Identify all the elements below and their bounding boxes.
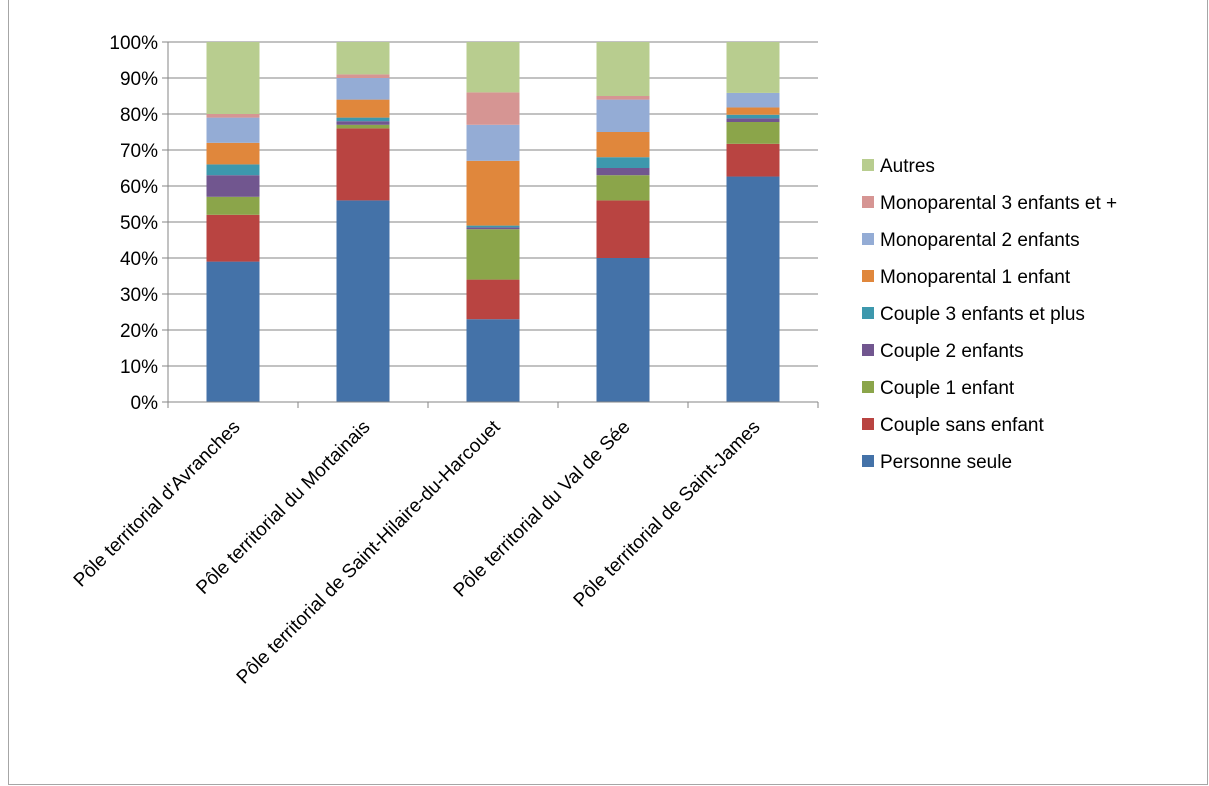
legend-swatch — [862, 344, 874, 356]
y-tick-label: 40% — [120, 249, 158, 270]
legend-item: Monoparental 2 enfants — [862, 230, 1080, 251]
legend-label: Couple 3 enfants et plus — [880, 304, 1085, 325]
bar-segment — [596, 157, 650, 168]
bar-segment — [466, 124, 520, 161]
y-axis-tick-labels: 0% 10% 20% 30% 40% 50% 60% 70% 80% 90% 100% — [109, 33, 158, 414]
bar-segment — [726, 118, 780, 122]
bar-segment — [466, 227, 520, 230]
bar-segment — [466, 160, 520, 226]
legend-swatch — [862, 455, 874, 467]
legend-label: Couple 1 enfant — [880, 378, 1015, 399]
legend-label: Couple 2 enfants — [880, 341, 1024, 362]
legend-swatch — [862, 159, 874, 171]
legend-label: Monoparental 3 enfants et + — [880, 193, 1117, 214]
legend-item: Monoparental 3 enfants et + — [862, 193, 1117, 214]
bar-segment — [726, 114, 780, 119]
y-tick-label: 80% — [120, 105, 158, 126]
legend-swatch — [862, 307, 874, 319]
bar-segment — [596, 96, 650, 100]
legend-swatch — [862, 233, 874, 245]
bar-segment — [466, 225, 520, 228]
legend-label: Monoparental 1 enfant — [880, 267, 1071, 288]
y-tick-label: 30% — [120, 285, 158, 306]
bar-segment — [466, 229, 520, 280]
y-tick-label: 70% — [120, 141, 158, 162]
bar-segment — [206, 142, 260, 165]
bar-segment — [336, 99, 390, 118]
legend-item: Couple 3 enfants et plus — [862, 304, 1085, 325]
bar-segment — [206, 42, 260, 114]
bar-segment — [596, 175, 650, 201]
bar-segment — [336, 124, 390, 129]
legend: Autres Monoparental 3 enfants et + Monopar… — [862, 156, 1117, 473]
bar-segment — [596, 168, 650, 176]
bar-segment — [726, 143, 780, 177]
bar-segment — [206, 196, 260, 215]
bar-segment — [466, 92, 520, 125]
bar-segment — [336, 117, 390, 122]
bars — [206, 42, 780, 402]
bar-segment — [726, 42, 780, 93]
legend-label: Personne seule — [880, 452, 1012, 473]
y-tick-label: 90% — [120, 69, 158, 90]
bar-segment — [466, 319, 520, 402]
legend-item: Couple 2 enfants — [862, 341, 1024, 362]
bar-segment — [596, 258, 650, 402]
y-tick-label: 0% — [131, 393, 159, 414]
bar-segment — [466, 42, 520, 93]
legend-label: Autres — [880, 156, 935, 177]
y-tick-label: 100% — [109, 33, 158, 54]
legend-label: Couple sans enfant — [880, 415, 1044, 436]
legend-item: Personne seule — [862, 452, 1012, 473]
bar-segment — [336, 74, 390, 78]
bar-segment — [206, 117, 260, 143]
bar-segment — [466, 279, 520, 320]
legend-label: Monoparental 2 enfants — [880, 230, 1080, 251]
bar-segment — [336, 42, 390, 75]
bar-segment — [726, 92, 780, 108]
y-tick-label: 20% — [120, 321, 158, 342]
bar-segment — [726, 107, 780, 115]
bar-segment — [336, 121, 390, 125]
bar-segment — [336, 200, 390, 402]
y-tick-label: 10% — [120, 357, 158, 378]
legend-item: Monoparental 1 enfant — [862, 267, 1071, 288]
legend-item: Couple sans enfant — [862, 415, 1044, 436]
bar-segment — [596, 200, 650, 258]
x-axis — [167, 42, 819, 408]
legend-swatch — [862, 418, 874, 430]
legend-item: Couple 1 enfant — [862, 378, 1015, 399]
bar-segment — [596, 132, 650, 158]
bar-segment — [206, 261, 260, 402]
bar-segment — [596, 99, 650, 132]
legend-swatch — [862, 270, 874, 282]
bar-segment — [596, 42, 650, 96]
bar-segment — [726, 122, 780, 144]
y-tick-label: 60% — [120, 177, 158, 198]
bar-segment — [726, 176, 780, 402]
bar-segment — [206, 214, 260, 262]
bar-segment — [206, 175, 260, 197]
x-category-label: Pôle territorial de Saint-Hilaire-du-Har… — [233, 416, 505, 688]
bar-segment — [206, 114, 260, 118]
legend-swatch — [862, 196, 874, 208]
y-tick-label: 50% — [120, 213, 158, 234]
legend-swatch — [862, 381, 874, 393]
bar-segment — [206, 164, 260, 176]
legend-item: Autres — [862, 156, 935, 177]
bar-segment — [336, 78, 390, 100]
bar-segment — [336, 128, 390, 201]
